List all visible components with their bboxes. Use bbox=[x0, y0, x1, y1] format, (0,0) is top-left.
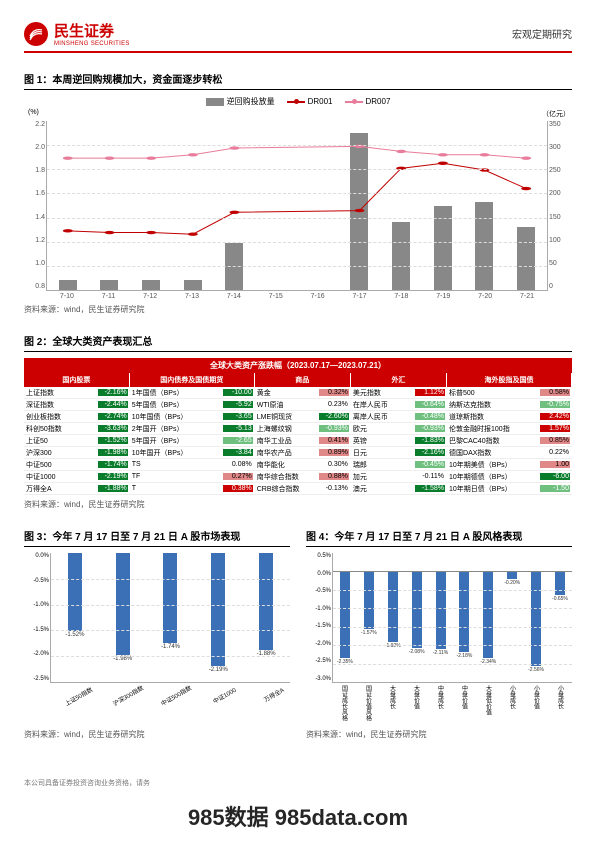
fig3-bar: -1.88% bbox=[257, 553, 276, 682]
fig1-title: 图 1：本周逆回购规模加大，资金面逐步转松 bbox=[24, 71, 572, 90]
table-row: 瑞郎-0.45% bbox=[351, 459, 447, 471]
table-col-header: 海外股指及国债 bbox=[447, 373, 572, 387]
fig3-chart: 0.0%-0.5%-1.0%-1.5%-2.0%-2.5% -1.52%-1.9… bbox=[50, 553, 290, 683]
table-row: 沪深300-1.98% bbox=[24, 447, 130, 459]
fig4-source: 资料来源：wind，民生证券研究院 bbox=[306, 729, 572, 740]
fig3-bar: -2.19% bbox=[209, 553, 228, 682]
table-col-header: 国内债券及国债期货 bbox=[130, 373, 255, 387]
fig3-title: 图 3：今年 7 月 17 日至 7 月 21 日 A 股市场表现 bbox=[24, 528, 290, 547]
legend-bar-icon bbox=[206, 98, 224, 106]
fig4-chart: 0.5%0.0%-0.5%-1.0%-1.5%-2.0%-2.5%-3.0% -… bbox=[332, 553, 572, 683]
fig2-title: 图 2：全球大类资产表现汇总 bbox=[24, 333, 572, 352]
fig3-bar: -1.98% bbox=[113, 553, 132, 682]
table-col-header: 商品 bbox=[255, 373, 351, 387]
table-row: 澳元-1.58% bbox=[351, 483, 447, 495]
fig1-source: 资料来源：wind，民生证券研究院 bbox=[24, 304, 572, 315]
fig3-bar: -1.52% bbox=[65, 553, 84, 682]
table-row: 伦敦金融时报100指1.57% bbox=[447, 423, 572, 435]
legend-line1-icon bbox=[287, 101, 305, 103]
fig1-bar bbox=[475, 202, 493, 290]
table-row: CRB综合指数-0.13% bbox=[255, 483, 351, 495]
table-row: TS0.08% bbox=[130, 459, 255, 471]
fig1-bar bbox=[142, 280, 160, 290]
table-row: 上证指数-2.16% bbox=[24, 387, 130, 399]
table-row: 黄金0.32% bbox=[255, 387, 351, 399]
table-row: 10年期美债（BPs）1.00 bbox=[447, 459, 572, 471]
table-row: 南华农产品0.89% bbox=[255, 447, 351, 459]
table-row: WTI原油0.23% bbox=[255, 399, 351, 411]
fig1-bar bbox=[184, 280, 202, 290]
page-header: 民生证券 MINSHENG SECURITIES 宏观定期研究 bbox=[24, 20, 572, 53]
fig4-title: 图 4：今年 7 月 17 日至 7 月 21 日 A 股风格表现 bbox=[306, 528, 572, 547]
table-row: 道琼斯指数2.42% bbox=[447, 411, 572, 423]
table-row: 5年国开（BPs）-2.65 bbox=[130, 435, 255, 447]
table-row: 万得全A-1.88% bbox=[24, 483, 130, 495]
table-row: 巴黎CAC40指数0.85% bbox=[447, 435, 572, 447]
logo: 民生证券 MINSHENG SECURITIES bbox=[24, 20, 130, 47]
logo-icon bbox=[24, 22, 48, 46]
table-row: 南华工业品0.41% bbox=[255, 435, 351, 447]
table-row: 离岸人民币-0.48% bbox=[351, 411, 447, 423]
table-row: 10年国开（BPs）-3.84 bbox=[130, 447, 255, 459]
table-col-header: 外汇 bbox=[351, 373, 447, 387]
table-row: 欧元-0.93% bbox=[351, 423, 447, 435]
fig2-table: 全球大类资产涨跌幅（2023.07.17—2023.07.21） 国内股票国内债… bbox=[24, 358, 572, 495]
fig1-legend: 逆回购投放量 DR001 DR007 bbox=[24, 96, 572, 107]
table-row: T0.38% bbox=[130, 483, 255, 495]
table-row: 10年期日债（BPs）-1.50 bbox=[447, 483, 572, 495]
fig1-bar bbox=[100, 280, 118, 290]
table-row: TF0.27% bbox=[130, 471, 255, 483]
table-row: 2年国开（BPs）-5.13 bbox=[130, 423, 255, 435]
table-row: 创业板指数-2.74% bbox=[24, 411, 130, 423]
fig1-chart: 2.22.01.81.61.41.21.00.8 350300250200150… bbox=[46, 121, 548, 291]
table-row: 上海螺纹钢-0.93% bbox=[255, 423, 351, 435]
logo-text-en: MINSHENG SECURITIES bbox=[54, 41, 130, 47]
table-row: 纳斯达克指数-0.75% bbox=[447, 399, 572, 411]
table-row: 5年国债（BPs）-5.92 bbox=[130, 399, 255, 411]
fig3-bar: -1.74% bbox=[161, 553, 180, 682]
table-row: 10年国债（BPs）-3.65 bbox=[130, 411, 255, 423]
fig2-source: 资料来源：wind，民生证券研究院 bbox=[24, 499, 572, 510]
legend-line2-icon bbox=[345, 101, 363, 103]
table-row: 德国DAX指数0.22% bbox=[447, 447, 572, 459]
table-row: 在岸人民币-0.64% bbox=[351, 399, 447, 411]
fig1-bar bbox=[392, 222, 410, 290]
table-row: 10年期德债（BPs）-6.00 bbox=[447, 471, 572, 483]
header-category: 宏观定期研究 bbox=[512, 26, 572, 41]
table-row: 深证指数-2.44% bbox=[24, 399, 130, 411]
fig3-source: 资料来源：wind，民生证券研究院 bbox=[24, 729, 290, 740]
table-row: 南华综合指数0.88% bbox=[255, 471, 351, 483]
table-row: 英镑-1.83% bbox=[351, 435, 447, 447]
table-row: 南华能化0.30% bbox=[255, 459, 351, 471]
table-row: 美元指数1.12% bbox=[351, 387, 447, 399]
table-row: LME铜现货-2.60% bbox=[255, 411, 351, 423]
table-row: 日元-2.16% bbox=[351, 447, 447, 459]
logo-text-cn: 民生证券 bbox=[54, 20, 130, 41]
fig1-bar bbox=[59, 280, 77, 290]
table-row: 科创50指数-3.63% bbox=[24, 423, 130, 435]
fig1-unit-right: （亿元） bbox=[542, 109, 570, 119]
table-row: 标普5000.58% bbox=[447, 387, 572, 399]
fig2-main-header: 全球大类资产涨跌幅（2023.07.17—2023.07.21） bbox=[24, 358, 572, 373]
table-row: 加元-0.11% bbox=[351, 471, 447, 483]
fig1-unit-left: (%) bbox=[28, 109, 39, 116]
table-row: 上证50-1.52% bbox=[24, 435, 130, 447]
table-row: 1年国债（BPs）-10.00 bbox=[130, 387, 255, 399]
fig1-bar bbox=[517, 227, 535, 290]
footer-text: 本公司具备证券投资咨询业务资格，请务 bbox=[24, 778, 572, 788]
table-col-header: 国内股票 bbox=[24, 373, 130, 387]
table-row: 中证500-1.74% bbox=[24, 459, 130, 471]
table-row: 中证1000-2.19% bbox=[24, 471, 130, 483]
